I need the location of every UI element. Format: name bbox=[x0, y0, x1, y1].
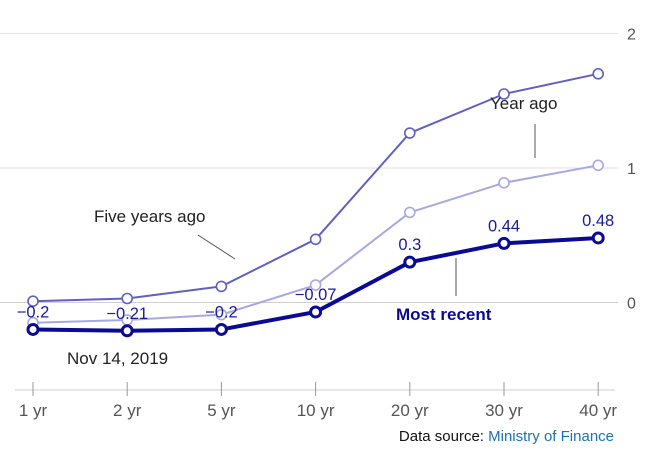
data-point bbox=[309, 233, 322, 246]
series-year-ago bbox=[27, 159, 605, 329]
x-tick-label: 20 yr bbox=[391, 401, 429, 420]
x-tick-label: 5 yr bbox=[207, 401, 236, 420]
data-point bbox=[591, 231, 605, 245]
date-label: Nov 14, 2019 bbox=[67, 349, 168, 368]
data-source-prefix: Data source: bbox=[398, 428, 489, 445]
year-ago-label: Year ago bbox=[490, 94, 557, 113]
data-point bbox=[27, 295, 39, 308]
data-label: −0.21 bbox=[106, 305, 148, 323]
annotations: Five years ago Year ago Most recent Nov … bbox=[67, 94, 557, 368]
data-point bbox=[215, 280, 228, 293]
data-label: −0.07 bbox=[295, 286, 337, 304]
data-point bbox=[403, 255, 417, 269]
data-label: 0.48 bbox=[582, 212, 614, 230]
five-years-ago-label: Five years ago bbox=[94, 207, 206, 226]
data-point bbox=[403, 127, 416, 139]
y-tick-label: 0 bbox=[627, 296, 636, 313]
x-axis: 1 yr 2 yr 5 yr 10 yr 20 yr 30 yr 40 yr bbox=[15, 382, 617, 420]
data-point bbox=[121, 292, 133, 305]
y-axis: 2 1 0 bbox=[627, 26, 636, 312]
data-point bbox=[309, 279, 322, 291]
data-point bbox=[215, 308, 228, 321]
series-most-recent bbox=[26, 231, 605, 338]
data-labels: −0.2 −0.21 −0.2 −0.07 0.3 0.44 0.48 bbox=[17, 212, 615, 323]
data-point bbox=[120, 324, 134, 338]
data-point bbox=[592, 159, 605, 172]
data-source: Data source: Ministry of Finance bbox=[0, 428, 614, 445]
x-tick-label: 40 yr bbox=[579, 401, 617, 420]
data-label: −0.2 bbox=[205, 303, 238, 321]
series-five-years-ago bbox=[27, 68, 605, 308]
data-source-link[interactable]: Ministry of Finance bbox=[488, 428, 614, 445]
data-point bbox=[309, 305, 323, 319]
most-recent-label: Most recent bbox=[396, 305, 492, 324]
x-tick-label: 30 yr bbox=[485, 401, 523, 420]
data-point bbox=[214, 322, 228, 336]
data-label: 0.3 bbox=[398, 236, 421, 254]
gridlines bbox=[0, 32, 618, 304]
data-point bbox=[497, 236, 511, 250]
data-point bbox=[26, 322, 40, 336]
data-point bbox=[592, 68, 605, 80]
y-tick-label: 1 bbox=[627, 161, 636, 178]
y-tick-label: 2 bbox=[627, 26, 636, 43]
series-layer bbox=[26, 68, 605, 338]
data-label: −0.2 bbox=[17, 303, 50, 321]
x-tick-label: 10 yr bbox=[297, 401, 335, 420]
data-point bbox=[498, 88, 510, 100]
data-point bbox=[403, 206, 416, 219]
five-years-ago-leader bbox=[197, 234, 236, 260]
data-label: 0.44 bbox=[488, 217, 520, 235]
x-tick-label: 1 yr bbox=[19, 401, 48, 420]
data-point bbox=[498, 177, 510, 189]
x-tick-label: 2 yr bbox=[113, 401, 142, 420]
